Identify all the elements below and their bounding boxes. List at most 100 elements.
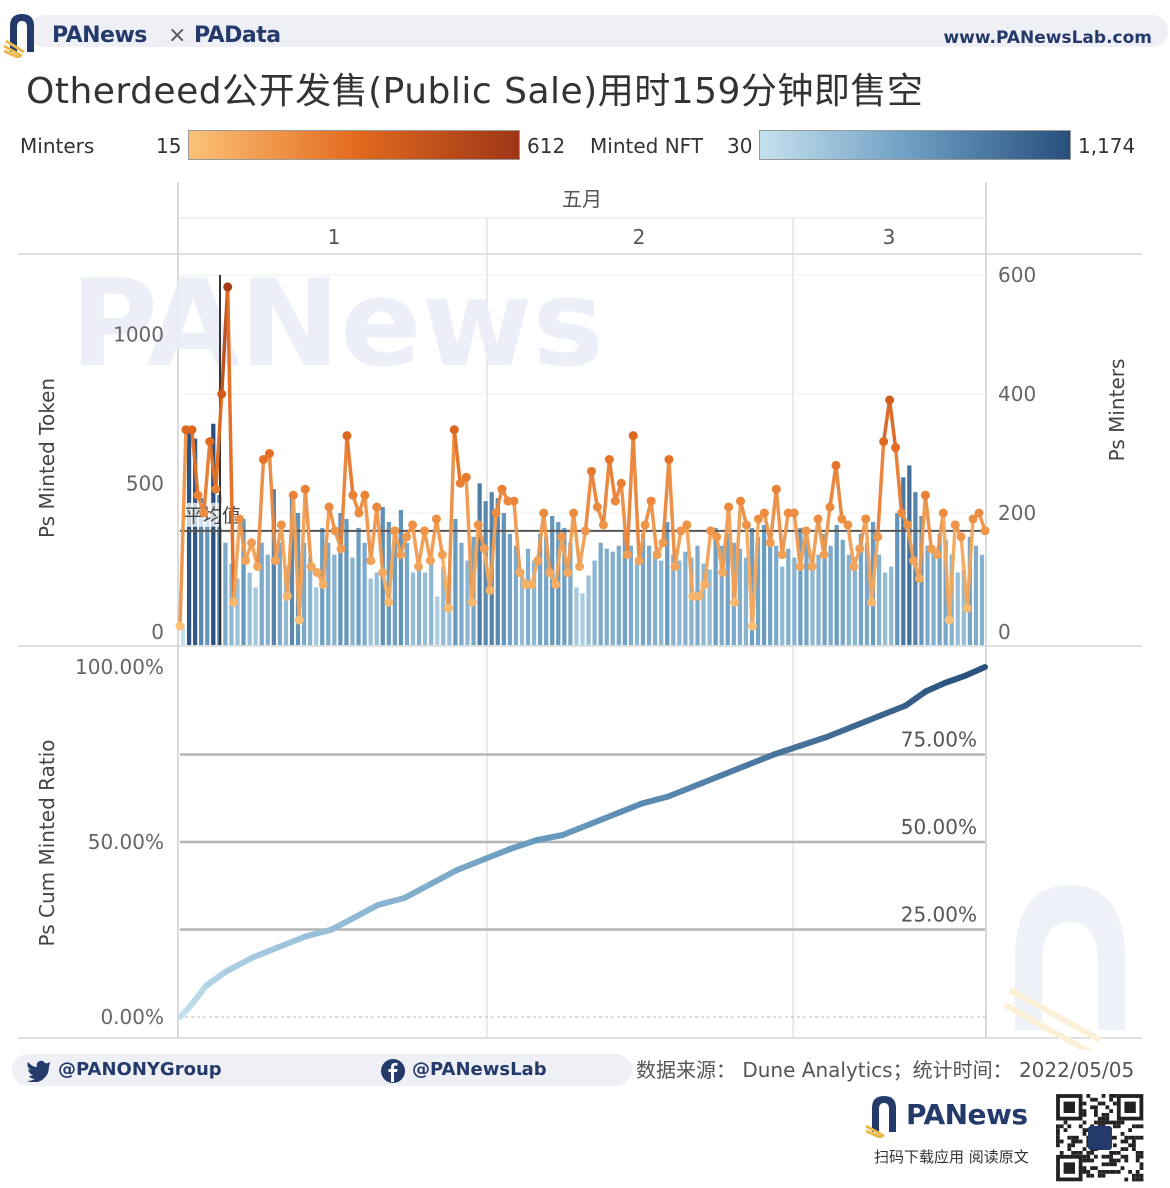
qr-module xyxy=(1097,1116,1102,1121)
minters-line-segment xyxy=(822,505,832,557)
qr-module xyxy=(1094,1120,1098,1125)
minters-line-segment xyxy=(214,392,224,491)
minters-point xyxy=(598,520,608,530)
cum-ratio-segment xyxy=(348,902,381,922)
minters-line-segment xyxy=(536,511,546,563)
minters-point xyxy=(366,556,376,566)
cum-ratio-segment xyxy=(962,664,988,679)
qr-module xyxy=(1082,1101,1087,1106)
minted-token-bar xyxy=(374,572,379,645)
qr-module xyxy=(1132,1147,1136,1151)
top-header: PANews × PAData www.PANewsLab.com xyxy=(0,10,1170,58)
qr-module xyxy=(1135,1177,1140,1182)
minters-line-segment xyxy=(905,523,916,563)
qr-module xyxy=(1120,1154,1125,1159)
twitter-handle[interactable]: @PANONYGroup xyxy=(58,1059,222,1080)
minted-token-bar xyxy=(689,557,694,646)
minters-line-segment xyxy=(959,535,969,610)
minted-token-bar xyxy=(852,557,857,646)
minters-point xyxy=(777,550,787,560)
minters-point xyxy=(449,425,459,435)
qr-module xyxy=(1132,1135,1136,1140)
minters-line-segment xyxy=(667,457,677,569)
minted-token-bar xyxy=(943,539,948,645)
legend-minters-gradient xyxy=(188,130,520,160)
minters-point xyxy=(867,597,877,607)
bars-layer xyxy=(180,423,985,646)
minted-token-bar xyxy=(677,560,682,645)
minted-token-bar xyxy=(289,498,295,646)
minted-token-bar xyxy=(628,545,634,645)
minted-token-bar xyxy=(441,566,446,645)
minters-point xyxy=(879,437,889,447)
minters-point xyxy=(885,395,895,405)
minters-point xyxy=(962,603,972,613)
minters-point xyxy=(902,520,912,530)
facebook-handle[interactable]: @PANewsLab xyxy=(412,1059,547,1080)
qr-module xyxy=(1139,1162,1144,1167)
minted-token-bar xyxy=(211,423,216,645)
panews-bottom-logo-icon xyxy=(866,1096,896,1138)
qr-code-icon[interactable] xyxy=(1054,1092,1146,1184)
minted-token-bar xyxy=(834,524,839,645)
color-legends: Minters 15 612 Minted NFT 30 1,174 xyxy=(0,128,1170,162)
cum-left-tick-label: 100.00% xyxy=(75,655,164,679)
minters-line-segment xyxy=(285,493,296,599)
qr-module xyxy=(1139,1173,1144,1178)
minters-point xyxy=(682,520,692,530)
minted-token-bar xyxy=(495,498,500,646)
cum-ratio-segment xyxy=(454,856,487,873)
minted-token-bar xyxy=(604,548,609,645)
minted-token-bar xyxy=(713,527,718,646)
qr-module xyxy=(1135,1154,1140,1159)
minters-line-segment xyxy=(893,445,904,515)
minted-token-bar xyxy=(283,566,289,645)
minted-token-bar xyxy=(356,527,361,646)
minters-point xyxy=(443,603,453,613)
minters-point xyxy=(771,484,781,494)
qr-module xyxy=(1124,1147,1129,1151)
minted-token-bar xyxy=(199,498,204,646)
minters-point xyxy=(557,532,567,542)
minters-line-segment xyxy=(464,475,474,604)
minted-token-bar xyxy=(810,560,815,645)
minters-point xyxy=(628,431,638,441)
minters-point xyxy=(712,532,722,542)
minted-token-bar xyxy=(864,542,870,645)
minted-token-bar xyxy=(465,560,470,645)
cum-ratio-segment xyxy=(223,954,256,975)
minters-line-segment xyxy=(661,457,671,545)
cum-ratio-segment xyxy=(665,783,698,800)
minters-point xyxy=(396,550,406,560)
qr-module xyxy=(1090,1173,1094,1178)
minted-token-bar xyxy=(332,554,337,645)
minters-point xyxy=(610,496,620,506)
qr-module xyxy=(1139,1154,1144,1159)
legend-minters-label: Minters xyxy=(20,134,95,158)
qr-module xyxy=(1101,1120,1106,1125)
qr-module xyxy=(1124,1158,1129,1163)
minted-token-bar xyxy=(344,518,349,645)
minters-point xyxy=(813,514,823,524)
qr-module xyxy=(1082,1120,1087,1125)
minted-token-bar xyxy=(265,554,270,645)
minters-line-segment xyxy=(947,523,957,622)
qr-module xyxy=(1105,1116,1110,1121)
minters-point xyxy=(926,544,936,554)
minters-line-segment xyxy=(541,511,552,575)
minters-line-segment xyxy=(589,469,600,509)
minted-token-bar xyxy=(562,527,567,646)
qr-module xyxy=(1109,1120,1113,1125)
minted-token-bar xyxy=(955,572,960,645)
minters-point xyxy=(831,460,841,470)
minted-token-bar xyxy=(804,536,809,645)
minters-point xyxy=(318,579,328,589)
site-url[interactable]: www.PANewsLab.com xyxy=(943,28,1152,48)
minters-point xyxy=(569,508,579,518)
minters-point xyxy=(694,591,704,601)
minted-token-bar xyxy=(876,554,882,645)
minters-point xyxy=(956,532,966,542)
minters-line-segment xyxy=(577,529,588,569)
minted-token-bar xyxy=(477,483,482,645)
minted-token-bar xyxy=(828,545,833,645)
